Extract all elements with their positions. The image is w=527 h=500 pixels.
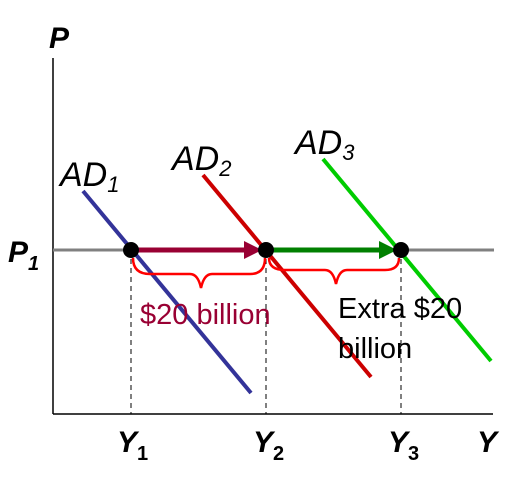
ad1-label-sub: 1 — [107, 172, 119, 197]
ad3-label-main: AD — [293, 124, 342, 162]
equilibrium-point-1 — [123, 242, 139, 258]
shift-arrowhead-1 — [244, 241, 262, 259]
second-shift-annotation-line2: billion — [338, 333, 412, 365]
first-shift-annotation: $20 billion — [140, 299, 271, 331]
ad2-label-main: AD — [170, 140, 219, 178]
ad2-label-sub: 2 — [218, 156, 231, 181]
tick-label-y3: Y3 — [388, 426, 419, 465]
tick-y2-sub: 2 — [273, 443, 284, 465]
ad1-label-main: AD — [58, 156, 107, 194]
tick-label-y2: Y2 — [253, 426, 284, 465]
brace-first-shift — [131, 257, 267, 289]
x-axis-label: Y — [477, 426, 500, 459]
equilibrium-point-3 — [393, 242, 409, 258]
price-level-main: P — [8, 236, 29, 269]
tick-label-y1: Y1 — [117, 426, 148, 465]
price-level-sub: 1 — [28, 253, 39, 275]
ad1-label: AD1 — [58, 156, 119, 197]
ad2-curve — [201, 173, 373, 379]
ad3-label-sub: 3 — [342, 140, 355, 165]
tick-y1-main: Y — [117, 426, 140, 459]
tick-y2-main: Y — [253, 426, 276, 459]
tick-y1-sub: 1 — [137, 443, 148, 465]
brace-second-shift — [267, 257, 401, 285]
ad2-label: AD2 — [170, 140, 231, 181]
ad1-curve — [81, 189, 253, 395]
equilibrium-point-2 — [258, 242, 274, 258]
shift-arrowhead-2 — [379, 241, 397, 259]
y-axis-label: P — [49, 22, 70, 55]
tick-y3-main: Y — [388, 426, 411, 459]
ad3-label: AD3 — [293, 124, 355, 165]
tick-y3-sub: 3 — [408, 443, 419, 465]
second-shift-annotation-line1: Extra $20 — [338, 293, 462, 325]
price-level-label: P1 — [8, 236, 39, 275]
ad3-curve — [321, 157, 493, 363]
